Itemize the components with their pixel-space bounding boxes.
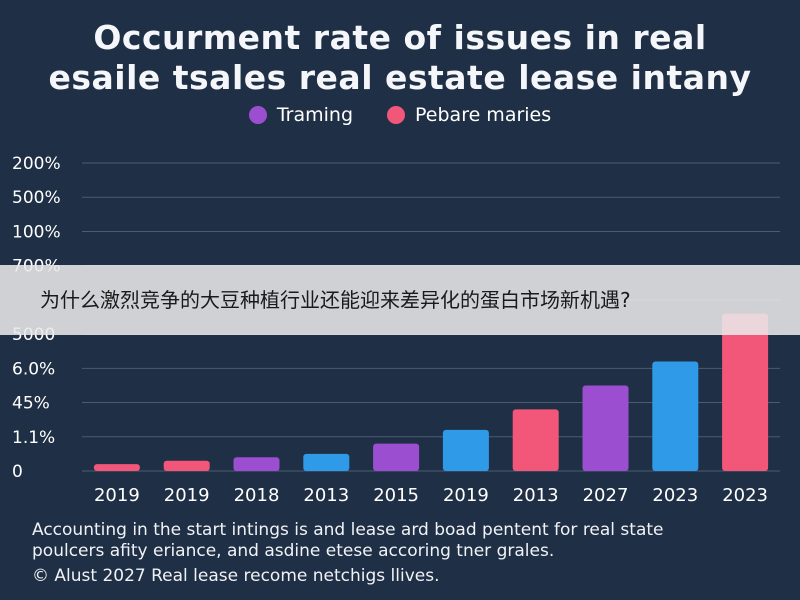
y-tick-label: 6.0% [12,359,55,379]
chart-title-line-2: esaile tsales real estate lease intany [48,58,752,97]
x-tick-label: 2019 [443,485,489,506]
x-tick-label: 2019 [164,485,210,506]
bar-1 [93,464,140,471]
legend-label-traming: Traming [276,104,354,126]
y-tick-label: 500% [12,188,61,208]
legend-swatch-pink [387,106,406,124]
legend-item-pebare-maries: Pebare maries [387,104,551,126]
overlay-caption-banner: 为什么激烈竞争的大豆种植行业还能迎来差异化的蛋白市场新机遇? [0,265,800,335]
x-tick-label: 2023 [652,485,698,506]
x-tick-label: 2015 [373,485,419,506]
chart-title-line-1: Occurment rate of issues in real [93,18,707,57]
bar-2 [163,460,210,471]
legend-label-pebare-maries: Pebare maries [415,104,552,126]
bar-4 [303,453,350,471]
bar-chart: 01.1%45%6.0%5000700%100%500%200%20192019… [12,154,780,506]
y-tick-label: 45% [12,394,50,414]
bar-5 [373,443,420,471]
y-tick-label: 100% [12,222,61,242]
x-tick-label: 2018 [234,485,280,506]
footnote-line-1: Accounting in the start intings is and l… [32,520,664,540]
x-tick-label: 2023 [722,485,768,506]
footnote-line-2: poulcers afity eriance, and asdine etese… [32,541,555,561]
x-tick-label: 2013 [513,485,559,506]
legend-swatch-purple [248,106,267,124]
y-tick-label: 200% [12,154,61,174]
chart-legend: Traming Pebare maries [0,104,800,126]
y-tick-label: 0 [12,462,23,482]
bar-9 [652,361,699,471]
bar-8 [582,385,629,471]
x-tick-label: 2013 [303,485,349,506]
bar-7 [512,409,559,471]
x-tick-label: 2019 [94,485,140,506]
bar-6 [442,429,489,471]
bar-3 [233,457,280,471]
y-tick-label: 1.1% [12,428,55,448]
legend-item-traming: Traming [248,104,354,126]
copyright-footer: © Alust 2027 Real lease recome netchigs … [32,566,440,586]
bar-10 [722,313,769,471]
x-tick-label: 2027 [583,485,629,506]
